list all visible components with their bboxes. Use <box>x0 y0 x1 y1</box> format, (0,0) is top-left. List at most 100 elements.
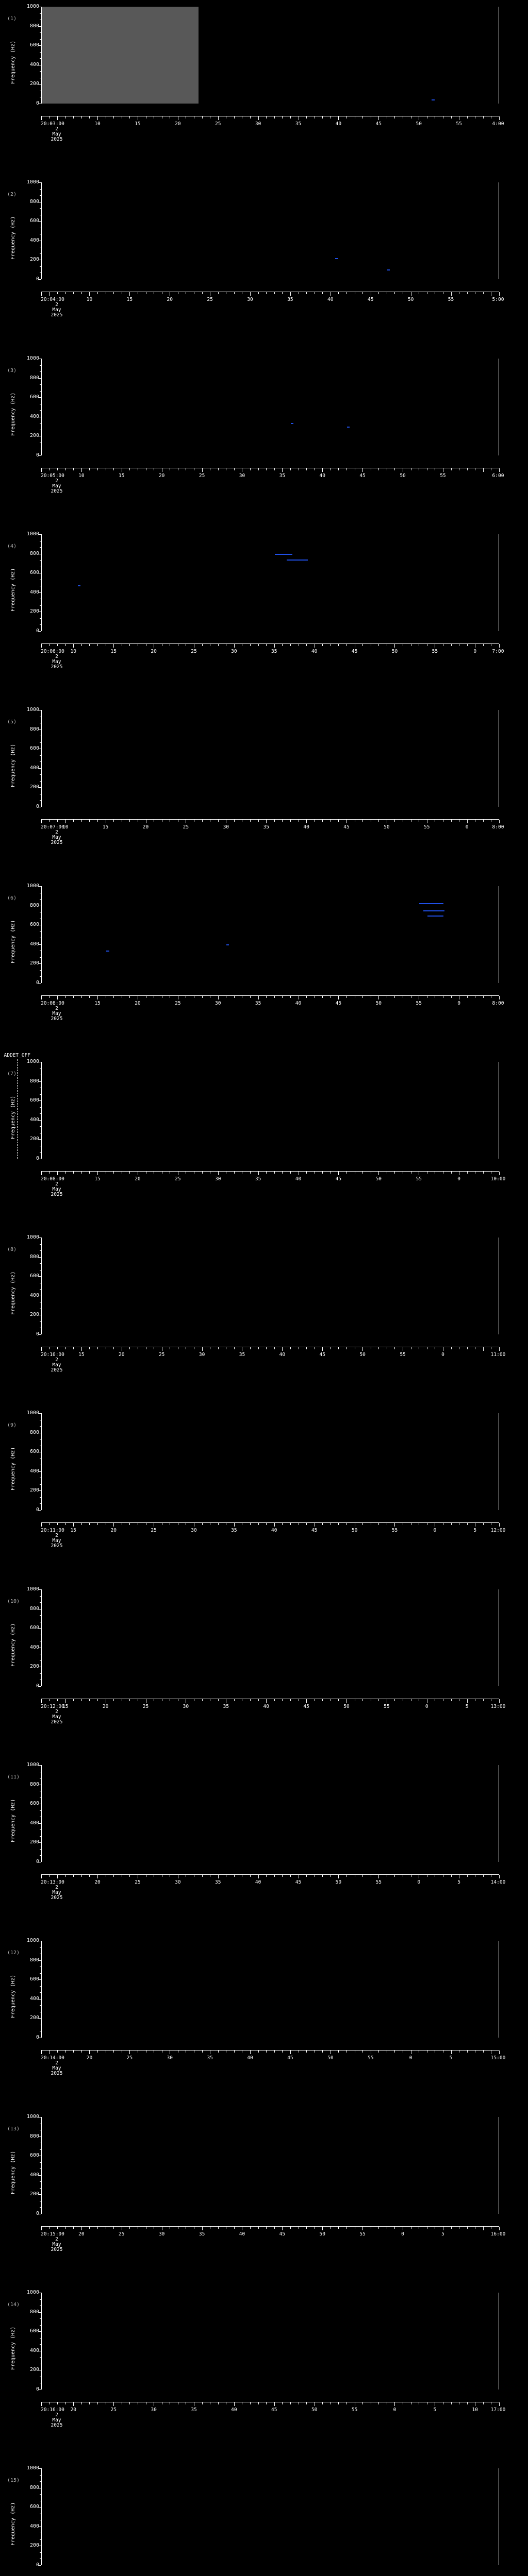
y-tick-mark-major <box>39 1100 41 1101</box>
time-tick-minor <box>338 1523 339 1525</box>
y-tick-label: 800 <box>29 2484 39 2490</box>
time-label-tick: 5 <box>473 1528 477 1533</box>
y-tick-mark-minor <box>40 781 41 782</box>
y-tick-mark-major <box>39 1628 41 1629</box>
date-stamp-line: May <box>52 1011 61 1016</box>
time-tick-minor <box>258 2050 259 2053</box>
time-label-tick: 50 <box>359 1352 366 1358</box>
time-tick-minor <box>306 1172 307 1174</box>
time-label-tick: 30 <box>191 1528 197 1533</box>
date-stamp-line: 2025 <box>51 2247 63 2252</box>
time-tick-minor <box>57 644 58 646</box>
time-tick-minor <box>81 116 82 118</box>
y-tick-mark-minor <box>40 371 41 372</box>
time-tick-minor <box>234 292 235 294</box>
date-stamp-line: May <box>52 2417 61 2423</box>
time-tick-minor <box>451 1347 452 1349</box>
time-tick-major <box>258 996 259 999</box>
date-stamp-line: 2025 <box>51 840 63 845</box>
y-tick-mark-minor <box>40 52 41 53</box>
y-tick-label: 400 <box>29 765 39 771</box>
y-tick-label: 0 <box>36 276 39 282</box>
y-tick-mark-minor <box>40 2318 41 2319</box>
time-tick-minor <box>65 292 66 294</box>
y-tick-label: 400 <box>29 413 39 419</box>
time-label-end: 12:00 <box>490 1528 506 1533</box>
time-tick-minor <box>483 644 484 646</box>
time-label-tick: 0 <box>465 824 469 830</box>
time-label-tick: 25 <box>183 824 189 830</box>
time-label-start: 20:07:00 <box>41 824 64 830</box>
date-stamp-line: 2025 <box>51 2071 63 2076</box>
time-tick-major <box>378 1875 380 1878</box>
time-tick-minor <box>129 2227 130 2229</box>
y-tick-mark-minor <box>40 1947 41 1948</box>
time-tick-minor <box>89 1523 90 1525</box>
y-tick-mark-minor <box>40 624 41 625</box>
time-label-tick: 50 <box>375 1001 382 1006</box>
spectrogram-panel-8: 0 200 400 600 800 1000 Frequency (Hz) (8) 20:10:… <box>0 1235 528 1381</box>
time-tick-minor <box>266 292 267 294</box>
y-tick-mark-minor <box>40 1107 41 1108</box>
time-tick-minor <box>306 468 307 470</box>
annotation-label: ADDET_OFF <box>4 1053 30 1058</box>
time-tick-minor <box>378 644 380 646</box>
time-tick-minor <box>218 2402 219 2404</box>
time-tick-minor <box>274 1347 275 1349</box>
time-tick-minor <box>346 1347 347 1349</box>
y-axis-title: Frequency (Hz) <box>10 1447 16 1491</box>
y-tick-mark-minor <box>40 1094 41 1095</box>
y-tick-label: 200 <box>29 2015 39 2021</box>
data-trace-1 <box>290 422 293 424</box>
time-label-tick: 50 <box>319 2231 325 2237</box>
time-axis-labels: 20:07:00 10 15 20 25 30 35 40 45 50 55 0 8:00 <box>41 824 504 831</box>
time-tick-minor <box>322 2050 323 2053</box>
time-tick-minor <box>274 820 275 822</box>
annotation-dashed-line <box>17 1059 18 1159</box>
y-tick-label: 600 <box>29 1625 39 1631</box>
time-label-tick: 0 <box>393 2407 397 2413</box>
time-axis-labels: 20:14:00 20 25 30 35 40 45 50 55 0 5 15:00 <box>41 2055 505 2061</box>
date-stamp-line: May <box>52 1714 61 1720</box>
date-stamp: 2 May 2025 <box>51 2061 63 2076</box>
time-label-tick: 20 <box>94 1879 101 1885</box>
y-tick-label: 600 <box>29 1976 39 1982</box>
time-tick-minor <box>290 1875 291 1877</box>
y-tick-label: 200 <box>29 1487 39 1494</box>
y-axis-title: Frequency (Hz) <box>10 41 16 84</box>
time-tick-minor <box>290 116 291 118</box>
time-tick-minor <box>73 468 74 470</box>
time-tick-major <box>274 1523 275 1527</box>
time-label-tick: 15 <box>110 649 117 654</box>
time-tick-minor <box>89 644 90 646</box>
time-tick-major <box>218 116 219 120</box>
time-tick-minor <box>362 1699 364 1701</box>
time-tick-minor <box>274 116 275 118</box>
time-tick-minor <box>282 1875 283 1877</box>
time-tick-minor <box>362 2050 364 2053</box>
time-tick-major <box>338 116 339 120</box>
time-tick-major <box>378 996 380 999</box>
data-trace-4 <box>106 950 109 952</box>
time-tick-minor <box>258 820 259 822</box>
y-tick-mark-minor <box>40 195 41 196</box>
time-label-tick: 35 <box>191 2407 197 2413</box>
time-label-tick: 20 <box>175 121 181 127</box>
time-label-end: 17:00 <box>490 2407 506 2413</box>
time-label-end: 4:00 <box>492 121 504 127</box>
y-tick-mark-minor <box>40 2162 41 2163</box>
time-tick-minor <box>322 1523 323 1525</box>
time-tick-minor <box>202 820 203 822</box>
time-label-start: 20:16:00 <box>41 2407 64 2413</box>
time-label-tick: 55 <box>400 1352 406 1358</box>
time-label-start: 20:05:00 <box>41 473 64 479</box>
y-tick-label: 400 <box>29 941 39 947</box>
y-axis-ticks: 0 200 400 600 800 1000 <box>7 1587 41 1689</box>
y-tick-mark-minor <box>40 1152 41 1153</box>
y-tick-label: 0 <box>36 2211 39 2216</box>
time-label-tick: 25 <box>135 1879 141 1885</box>
y-axis-ticks: 0 200 400 600 800 1000 <box>7 1235 41 1337</box>
time-axis-labels: 20:08:00 15 20 25 30 35 40 45 50 55 0 8:00 <box>41 1001 504 1007</box>
time-tick-major <box>394 2402 395 2406</box>
time-tick-minor <box>322 1699 323 1701</box>
